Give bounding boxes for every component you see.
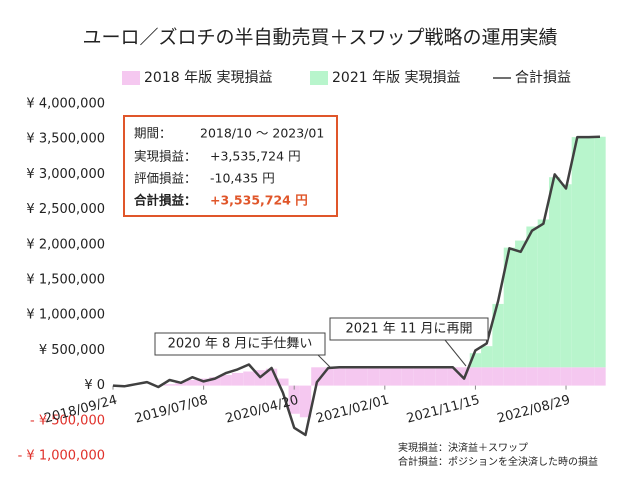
legend-label: 2018 年版 実現損益 bbox=[144, 70, 273, 86]
bar bbox=[277, 378, 289, 386]
bar bbox=[379, 367, 391, 386]
info-label: 実現損益： bbox=[134, 149, 197, 164]
bar bbox=[299, 385, 312, 418]
y-tick-label: ¥ 3,500,000 bbox=[26, 132, 105, 147]
annotation: 2021 年 11 月に再開 bbox=[345, 322, 472, 337]
x-tick-label: 2022/08/29 bbox=[496, 393, 572, 427]
bar bbox=[356, 367, 368, 386]
y-tick-label: ¥ 2,500,000 bbox=[26, 202, 105, 217]
bar bbox=[311, 367, 323, 386]
legend-swatch bbox=[122, 71, 140, 85]
y-tick-label: ¥ 1,000,000 bbox=[26, 308, 105, 323]
y-tick-label: ¥ 1,500,000 bbox=[26, 273, 105, 288]
bar bbox=[231, 372, 244, 386]
bar bbox=[243, 371, 255, 386]
bar bbox=[424, 367, 436, 386]
y-tick-label: ¥ 4,000,000 bbox=[26, 97, 105, 112]
bar bbox=[594, 367, 606, 386]
bar bbox=[435, 367, 448, 386]
info-value: -10,435 円 bbox=[210, 171, 275, 186]
bar bbox=[345, 367, 357, 386]
bar bbox=[503, 367, 516, 386]
bar bbox=[390, 367, 402, 386]
bar bbox=[447, 367, 459, 386]
x-tick-label: 2020/04/20 bbox=[224, 393, 300, 427]
annotation-arrow bbox=[444, 339, 467, 367]
legend-label: 合計損益 bbox=[515, 70, 571, 86]
y-tick-label: - ¥ 500,000 bbox=[30, 413, 105, 428]
legend-label: 2021 年版 実現損益 bbox=[332, 70, 461, 86]
y-tick-label: - ¥ 1,000,000 bbox=[18, 449, 105, 464]
bar bbox=[594, 136, 606, 368]
bar bbox=[492, 303, 504, 368]
bar bbox=[515, 367, 527, 386]
bar bbox=[492, 367, 504, 386]
info-value: +3,535,724 円 bbox=[210, 149, 301, 164]
bar bbox=[163, 384, 176, 386]
footnote: 実現損益：決済益＋スワップ bbox=[398, 441, 528, 454]
legend-swatch bbox=[310, 71, 328, 85]
bar bbox=[526, 367, 538, 386]
bar bbox=[526, 226, 538, 368]
annotation-arrow bbox=[317, 354, 331, 368]
plot-area bbox=[112, 135, 606, 437]
bar bbox=[560, 367, 572, 386]
info-value: 2018/10 ～ 2023/01 bbox=[200, 126, 324, 141]
bar bbox=[503, 247, 516, 368]
bar bbox=[583, 367, 595, 386]
annotation-box bbox=[154, 332, 326, 356]
bar bbox=[333, 367, 346, 386]
footnote: 合計損益：ポジションを全決済した時の損益 bbox=[398, 455, 598, 468]
info-label: 期間： bbox=[134, 126, 172, 141]
bar bbox=[469, 367, 482, 386]
bar bbox=[413, 367, 425, 386]
bar bbox=[469, 353, 482, 368]
bar bbox=[571, 137, 584, 368]
annotation-box bbox=[329, 317, 489, 341]
chart-title: ユーロ／ズロチの半自動売買＋スワップ戦略の運用実績 bbox=[82, 27, 557, 49]
bar bbox=[265, 368, 278, 386]
y-tick-label: ¥ 3,000,000 bbox=[26, 167, 105, 182]
info-label: 合計損益： bbox=[134, 193, 197, 208]
bar bbox=[367, 367, 380, 386]
bar bbox=[481, 367, 493, 386]
bar bbox=[571, 367, 584, 386]
x-tick-label: 2021/02/01 bbox=[314, 393, 390, 427]
info-value: +3,535,724 円 bbox=[210, 193, 308, 208]
bar bbox=[209, 377, 221, 386]
bar bbox=[560, 184, 572, 368]
y-tick-label: ¥ 2,000,000 bbox=[26, 237, 105, 252]
bar bbox=[288, 385, 300, 414]
y-tick-label: ¥ 0 bbox=[84, 378, 105, 393]
annotation: 2020 年 8 月に手仕舞い bbox=[168, 337, 313, 352]
bar bbox=[186, 379, 198, 386]
bar bbox=[549, 177, 561, 368]
bar bbox=[401, 367, 414, 386]
bar bbox=[549, 367, 561, 386]
info-label: 評価損益： bbox=[134, 171, 197, 186]
y-tick-label: ¥ 500,000 bbox=[39, 343, 105, 358]
x-tick-label: 2021/11/15 bbox=[405, 393, 481, 427]
bar bbox=[220, 375, 232, 386]
bar bbox=[481, 346, 493, 368]
x-tick-label: 2019/07/08 bbox=[133, 393, 209, 427]
info-box bbox=[123, 115, 338, 217]
bar bbox=[583, 137, 595, 368]
bar bbox=[515, 240, 527, 368]
line bbox=[112, 135, 601, 437]
bar bbox=[537, 367, 550, 386]
bar bbox=[322, 367, 334, 386]
bar bbox=[537, 219, 550, 368]
